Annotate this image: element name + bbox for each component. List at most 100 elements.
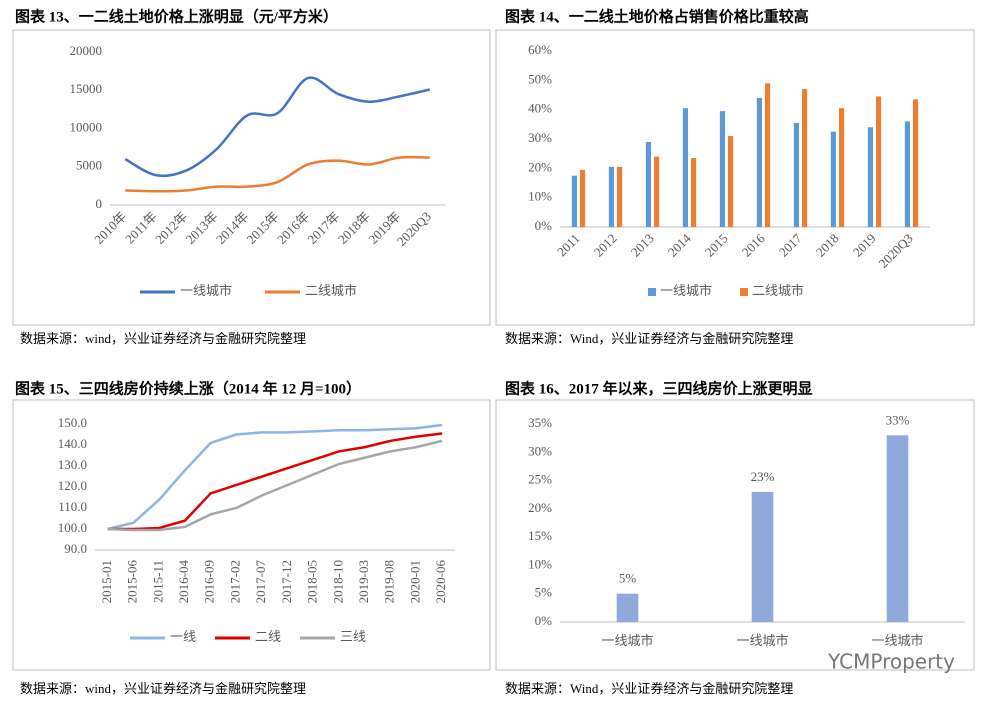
- x-tick-label: 2020-01: [407, 560, 422, 603]
- panel-frame: [12, 29, 491, 326]
- x-tick-label: 2010年: [91, 209, 129, 247]
- source-note: 数据来源：Wind，兴业证券经济与金融研究院整理: [505, 331, 793, 346]
- bar: [764, 83, 771, 228]
- y-tick-label: 110.0: [58, 499, 87, 514]
- y-tick-label: 0: [96, 196, 103, 211]
- y-tick-label: 5000: [76, 158, 102, 173]
- y-tick-label: 0%: [535, 613, 553, 628]
- value-label: 5%: [619, 571, 637, 586]
- y-tick-label: 10%: [528, 556, 552, 571]
- line-series: [124, 76, 431, 178]
- x-tick-label: 2013: [628, 231, 657, 260]
- y-tick-label: 100.0: [58, 520, 87, 535]
- bar: [727, 136, 734, 227]
- x-tick-label: 2020Q3: [876, 231, 916, 271]
- chart-title: 图表 14、一二线土地价格占销售价格比重较高: [505, 7, 809, 25]
- bar: [886, 435, 909, 622]
- x-tick-label: 2017年: [304, 209, 342, 247]
- bar: [904, 121, 911, 227]
- x-tick-label: 2018年: [335, 209, 373, 247]
- value-label: 33%: [886, 412, 910, 427]
- y-tick-label: 20%: [528, 159, 552, 174]
- bar: [645, 141, 652, 227]
- source-note: 数据来源：Wind，兴业证券经济与金融研究院整理: [505, 681, 793, 696]
- x-tick-label: 2020-06: [433, 560, 448, 604]
- y-tick-label: 150.0: [58, 415, 87, 430]
- bar: [801, 89, 808, 227]
- x-tick-label: 2015年: [244, 209, 282, 247]
- x-tick-label: 一线城市: [871, 633, 923, 648]
- y-tick-label: 20%: [528, 500, 552, 515]
- bar: [751, 491, 774, 622]
- x-tick-label: 2011: [554, 231, 583, 260]
- y-tick-label: 25%: [528, 472, 552, 487]
- x-tick-label: 2019: [850, 231, 879, 260]
- x-tick-label: 2016: [739, 230, 768, 259]
- y-tick-label: 10000: [70, 119, 103, 134]
- legend-label: 三线: [340, 629, 366, 644]
- bar: [653, 156, 660, 227]
- legend-swatch: [648, 288, 656, 296]
- y-tick-label: 60%: [528, 42, 552, 57]
- bar: [616, 593, 639, 622]
- watermark: YCMProperty: [827, 650, 955, 674]
- bar: [756, 97, 763, 227]
- y-tick-label: 50%: [528, 71, 552, 86]
- x-tick-label: 2015-06: [125, 560, 140, 604]
- source-note: 数据来源：wind，兴业证券经济与金融研究院整理: [20, 331, 306, 346]
- bar: [579, 169, 586, 227]
- line-series: [107, 423, 443, 531]
- x-tick-label: 2019-08: [382, 560, 397, 603]
- line-series: [107, 439, 443, 532]
- bar: [608, 166, 615, 227]
- x-tick-label: 2018-10: [330, 560, 345, 603]
- x-tick-label: 2017: [776, 230, 805, 259]
- y-tick-label: 30%: [528, 443, 552, 458]
- bar: [912, 99, 919, 227]
- line-series: [125, 155, 430, 193]
- y-tick-label: 10%: [528, 189, 552, 204]
- x-tick-label: 2017-07: [253, 560, 268, 604]
- y-tick-label: 140.0: [58, 436, 87, 451]
- legend-label: 二线: [255, 629, 281, 644]
- x-tick-label: 2015-11: [150, 560, 165, 603]
- bar: [830, 131, 837, 227]
- x-tick-label: 2017-02: [227, 560, 242, 603]
- x-tick-label: 2018-05: [305, 560, 320, 603]
- chart-title: 图表 13、一二线土地价格上涨明显（元/平方米）: [15, 7, 338, 25]
- x-tick-label: 2016-04: [176, 560, 191, 604]
- line-series: [107, 432, 443, 531]
- value-label: 23%: [751, 469, 775, 484]
- source-note: 数据来源：wind，兴业证券经济与金融研究院整理: [20, 681, 306, 696]
- y-tick-label: 130.0: [58, 457, 87, 472]
- x-tick-label: 2015-01: [99, 560, 114, 603]
- bar: [616, 166, 623, 227]
- bar: [719, 111, 726, 227]
- panel-frame: [12, 399, 491, 671]
- legend-label: 一线城市: [180, 283, 232, 298]
- x-tick-label: 2018: [813, 231, 842, 260]
- legend-swatch: [740, 288, 748, 296]
- x-tick-label: 2012: [591, 231, 620, 260]
- legend-label: 二线城市: [752, 283, 804, 298]
- y-tick-label: 40%: [528, 101, 552, 116]
- bar: [571, 175, 578, 227]
- y-tick-label: 120.0: [58, 478, 87, 493]
- panel-frame: [495, 399, 975, 671]
- x-tick-label: 2015: [702, 231, 731, 260]
- bar: [690, 158, 697, 227]
- x-tick-label: 2014年: [213, 209, 251, 247]
- x-tick-label: 2016-09: [202, 560, 217, 603]
- y-tick-label: 15%: [528, 528, 552, 543]
- y-tick-label: 5%: [535, 585, 553, 600]
- chart-title: 图表 16、2017 年以来，三四线房价上涨更明显: [505, 379, 813, 397]
- y-tick-label: 35%: [528, 415, 552, 430]
- legend-label: 一线: [170, 629, 196, 644]
- bar: [793, 122, 800, 227]
- y-tick-label: 90.0: [64, 541, 87, 556]
- bar: [875, 96, 882, 227]
- legend-label: 一线城市: [660, 283, 712, 298]
- y-tick-label: 30%: [528, 130, 552, 145]
- x-tick-label: 一线城市: [736, 633, 788, 648]
